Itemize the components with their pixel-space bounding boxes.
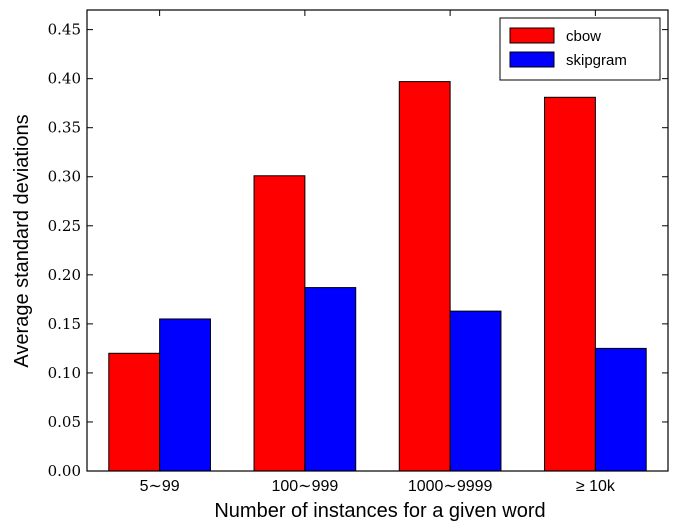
legend-label-cbow: cbow xyxy=(566,28,601,45)
y-tick-label-8: 0.40 xyxy=(48,70,81,88)
x-tick-label-1: 100∼999 xyxy=(271,478,338,495)
bar-skipgram-0 xyxy=(159,318,211,472)
bar-cbow-1 xyxy=(253,175,306,472)
legend: cbow skipgram xyxy=(499,17,661,81)
bar-skipgram-3 xyxy=(594,347,647,472)
bar-cbow-3 xyxy=(544,96,596,472)
bar-cbow-0 xyxy=(108,352,161,472)
y-tick-label-6: 0.30 xyxy=(48,168,81,186)
y-tick-label-7: 0.35 xyxy=(48,119,81,137)
legend-label-skipgram: skipgram xyxy=(566,52,627,69)
axes-frame xyxy=(86,9,669,472)
plot-area: 0.00 0.05 0.10 0.15 0.20 0.25 0.30 0.35 0.40 0.45… xyxy=(48,9,669,495)
legend-swatch-skipgram xyxy=(509,51,555,68)
y-axis-label: Average standard deviations xyxy=(11,114,33,367)
y-tick-label-3: 0.15 xyxy=(48,315,81,333)
y-tick-label-4: 0.20 xyxy=(48,266,81,284)
bar-cbow-2 xyxy=(398,81,451,472)
bar-skipgram-2 xyxy=(449,310,502,472)
y-tick-label-5: 0.25 xyxy=(48,217,81,235)
y-tick-label-0: 0.00 xyxy=(48,462,81,480)
y-tick-label-2: 0.10 xyxy=(48,364,81,382)
x-tick-label-0: 5∼99 xyxy=(140,478,180,495)
x-axis-label: Number of instances for a given word xyxy=(214,500,545,522)
x-tick-label-2: 1000∼9999 xyxy=(408,478,493,495)
y-tick-label-1: 0.05 xyxy=(48,413,81,431)
legend-swatch-cbow xyxy=(509,27,555,44)
x-tick-label-3: ≥ 10k xyxy=(576,478,616,495)
bar-skipgram-1 xyxy=(304,287,357,472)
y-tick-label-9: 0.45 xyxy=(48,21,81,39)
